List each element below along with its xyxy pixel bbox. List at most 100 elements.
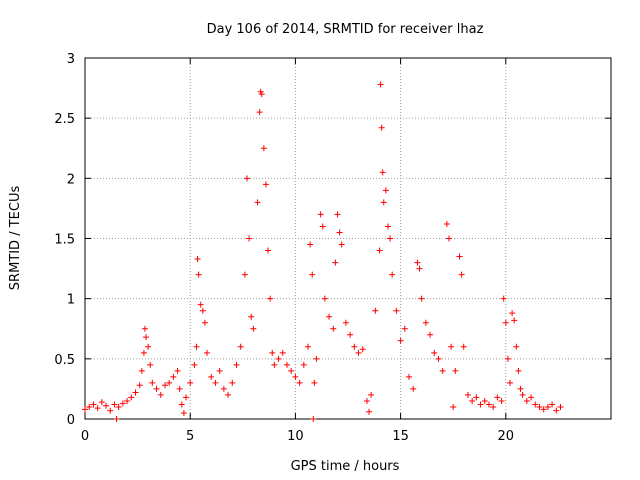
data-point (363, 397, 370, 404)
data-point (536, 403, 543, 410)
data-point (431, 349, 438, 356)
data-point (485, 401, 492, 408)
data-point (389, 271, 396, 278)
data-point (347, 331, 354, 338)
x-axis-label: GPS time / hours (291, 459, 400, 474)
data-point (372, 307, 379, 314)
data-point (310, 416, 317, 422)
y-tick-label: 0.5 (54, 353, 75, 368)
data-point (450, 403, 457, 410)
data-point (197, 301, 204, 308)
data-point (321, 295, 328, 302)
data-point (507, 379, 514, 386)
data-point (338, 241, 345, 248)
data-point (368, 391, 375, 398)
data-point (262, 181, 269, 188)
data-point (141, 325, 148, 332)
data-point (549, 401, 556, 408)
data-point (481, 397, 488, 404)
x-tick-label: 20 (498, 429, 515, 444)
data-point (237, 343, 244, 350)
data-point (317, 211, 324, 218)
data-point (519, 391, 526, 398)
data-point (265, 247, 272, 254)
data-point (379, 169, 386, 176)
data-point (94, 405, 101, 412)
data-point (140, 349, 147, 356)
data-point (326, 313, 333, 320)
data-point (103, 402, 110, 409)
data-point (267, 295, 274, 302)
data-point (309, 271, 316, 278)
data-point (174, 367, 181, 374)
y-tick-label: 2 (67, 172, 75, 187)
data-point (376, 247, 383, 254)
data-point (194, 255, 201, 262)
data-point (414, 259, 421, 266)
axis-ticks: 0 0.5 1 1.5 2 2.5 3 0 5 10 15 20 (54, 52, 611, 444)
data-point (382, 187, 389, 194)
data-point (248, 313, 255, 320)
data-point (443, 221, 450, 228)
data-point (498, 397, 505, 404)
data-point (553, 407, 560, 414)
data-point (107, 407, 114, 414)
data-point (182, 394, 189, 401)
data-point (502, 319, 509, 326)
data-point (256, 109, 263, 116)
data-point (366, 408, 373, 415)
data-point (176, 385, 183, 392)
data-point (233, 361, 240, 368)
data-point (193, 343, 200, 350)
data-point (528, 394, 535, 401)
data-point (557, 403, 564, 410)
data-point (342, 319, 349, 326)
data-point (187, 379, 194, 386)
data-point (544, 403, 551, 410)
data-point (138, 367, 145, 374)
data-point (380, 199, 387, 206)
data-point (86, 403, 93, 410)
data-point (410, 385, 417, 392)
data-point (401, 325, 408, 332)
data-point (132, 389, 139, 396)
data-point (229, 379, 236, 386)
data-point (504, 355, 511, 362)
data-point (416, 265, 423, 272)
data-point (435, 355, 442, 362)
data-point (119, 400, 126, 407)
data-point (523, 397, 530, 404)
data-point (195, 271, 202, 278)
data-point (387, 235, 394, 242)
data-point (378, 124, 385, 131)
data-point (153, 385, 160, 392)
data-point (313, 355, 320, 362)
data-point (296, 379, 303, 386)
data-point (384, 223, 391, 230)
data-point (244, 175, 251, 182)
data-point (422, 319, 429, 326)
data-point (509, 310, 516, 317)
data-point (260, 145, 267, 152)
y-tick-label: 0 (67, 413, 75, 428)
data-point (269, 349, 276, 356)
data-point (246, 235, 253, 242)
data-point (220, 385, 227, 392)
x-tick-label: 5 (186, 429, 194, 444)
data-point (351, 343, 358, 350)
data-point (98, 399, 105, 406)
data-point (307, 241, 314, 248)
data-point (300, 361, 307, 368)
data-point (191, 361, 198, 368)
data-point (124, 397, 131, 404)
data-point (204, 349, 211, 356)
data-point (517, 385, 524, 392)
y-tick-label: 2.5 (54, 112, 75, 127)
data-point (143, 334, 150, 341)
data-point (332, 259, 339, 266)
data-point (377, 81, 384, 88)
data-point (473, 394, 480, 401)
data-point (540, 406, 547, 413)
data-point (82, 406, 88, 413)
data-point (180, 409, 187, 416)
